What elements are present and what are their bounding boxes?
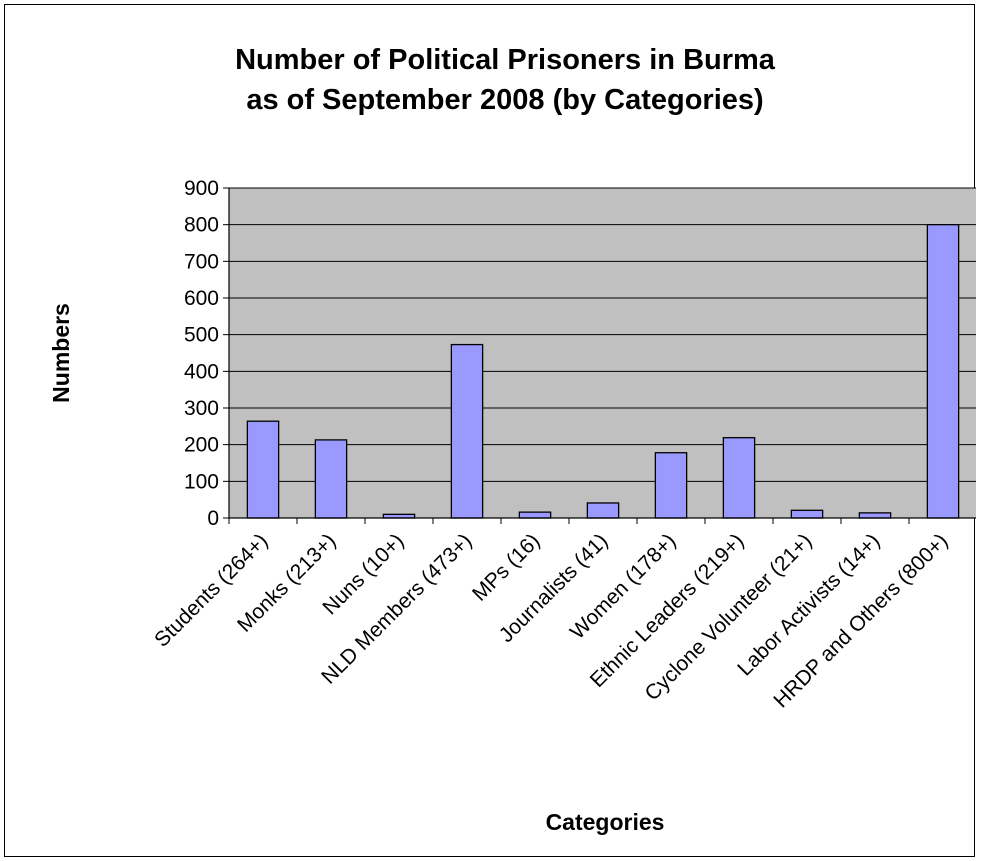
bar-5 <box>586 502 620 519</box>
y-tick-label: 400 <box>184 360 219 383</box>
y-axis-title: Numbers <box>48 303 74 403</box>
plot-area <box>228 187 976 519</box>
axes <box>223 187 976 524</box>
bars <box>246 224 960 519</box>
chart-title-line-1: Number of Political Prisoners in Burma <box>235 44 776 76</box>
bar-3 <box>450 343 484 519</box>
bar-9 <box>858 512 892 519</box>
bar-6 <box>654 452 688 519</box>
chart-frame: Number of Political Prisoners in Burma a… <box>4 4 976 857</box>
chart: Number of Political Prisoners in Burma a… <box>48 44 976 835</box>
x-tick-label: Students (264+) <box>150 529 272 651</box>
bar-8 <box>790 509 824 519</box>
y-tick-label: 300 <box>184 397 219 420</box>
y-tick-label: 0 <box>207 507 219 530</box>
gridlines <box>229 187 976 482</box>
bar-7 <box>722 437 756 519</box>
x-axis-title: Categories <box>546 809 665 835</box>
chart-title-line-2: as of September 2008 (by Categories) <box>246 84 763 116</box>
bar-10 <box>926 224 960 519</box>
y-tick-label: 700 <box>184 250 219 273</box>
bar-0 <box>246 420 280 519</box>
y-tick-label: 100 <box>184 470 219 493</box>
bar-4 <box>518 511 552 519</box>
y-tick-label: 200 <box>184 434 219 457</box>
y-tick-label: 800 <box>184 214 219 237</box>
y-tick-label: 500 <box>184 324 219 347</box>
y-tick-label: 600 <box>184 287 219 310</box>
x-tick-labels: Students (264+)Monks (213+)Nuns (10+)NLD… <box>150 529 952 712</box>
bar-1 <box>314 439 348 519</box>
y-tick-labels: 0 100 200 300 400 500 600 700 800 900 <box>184 177 219 530</box>
y-tick-label: 900 <box>184 177 219 200</box>
